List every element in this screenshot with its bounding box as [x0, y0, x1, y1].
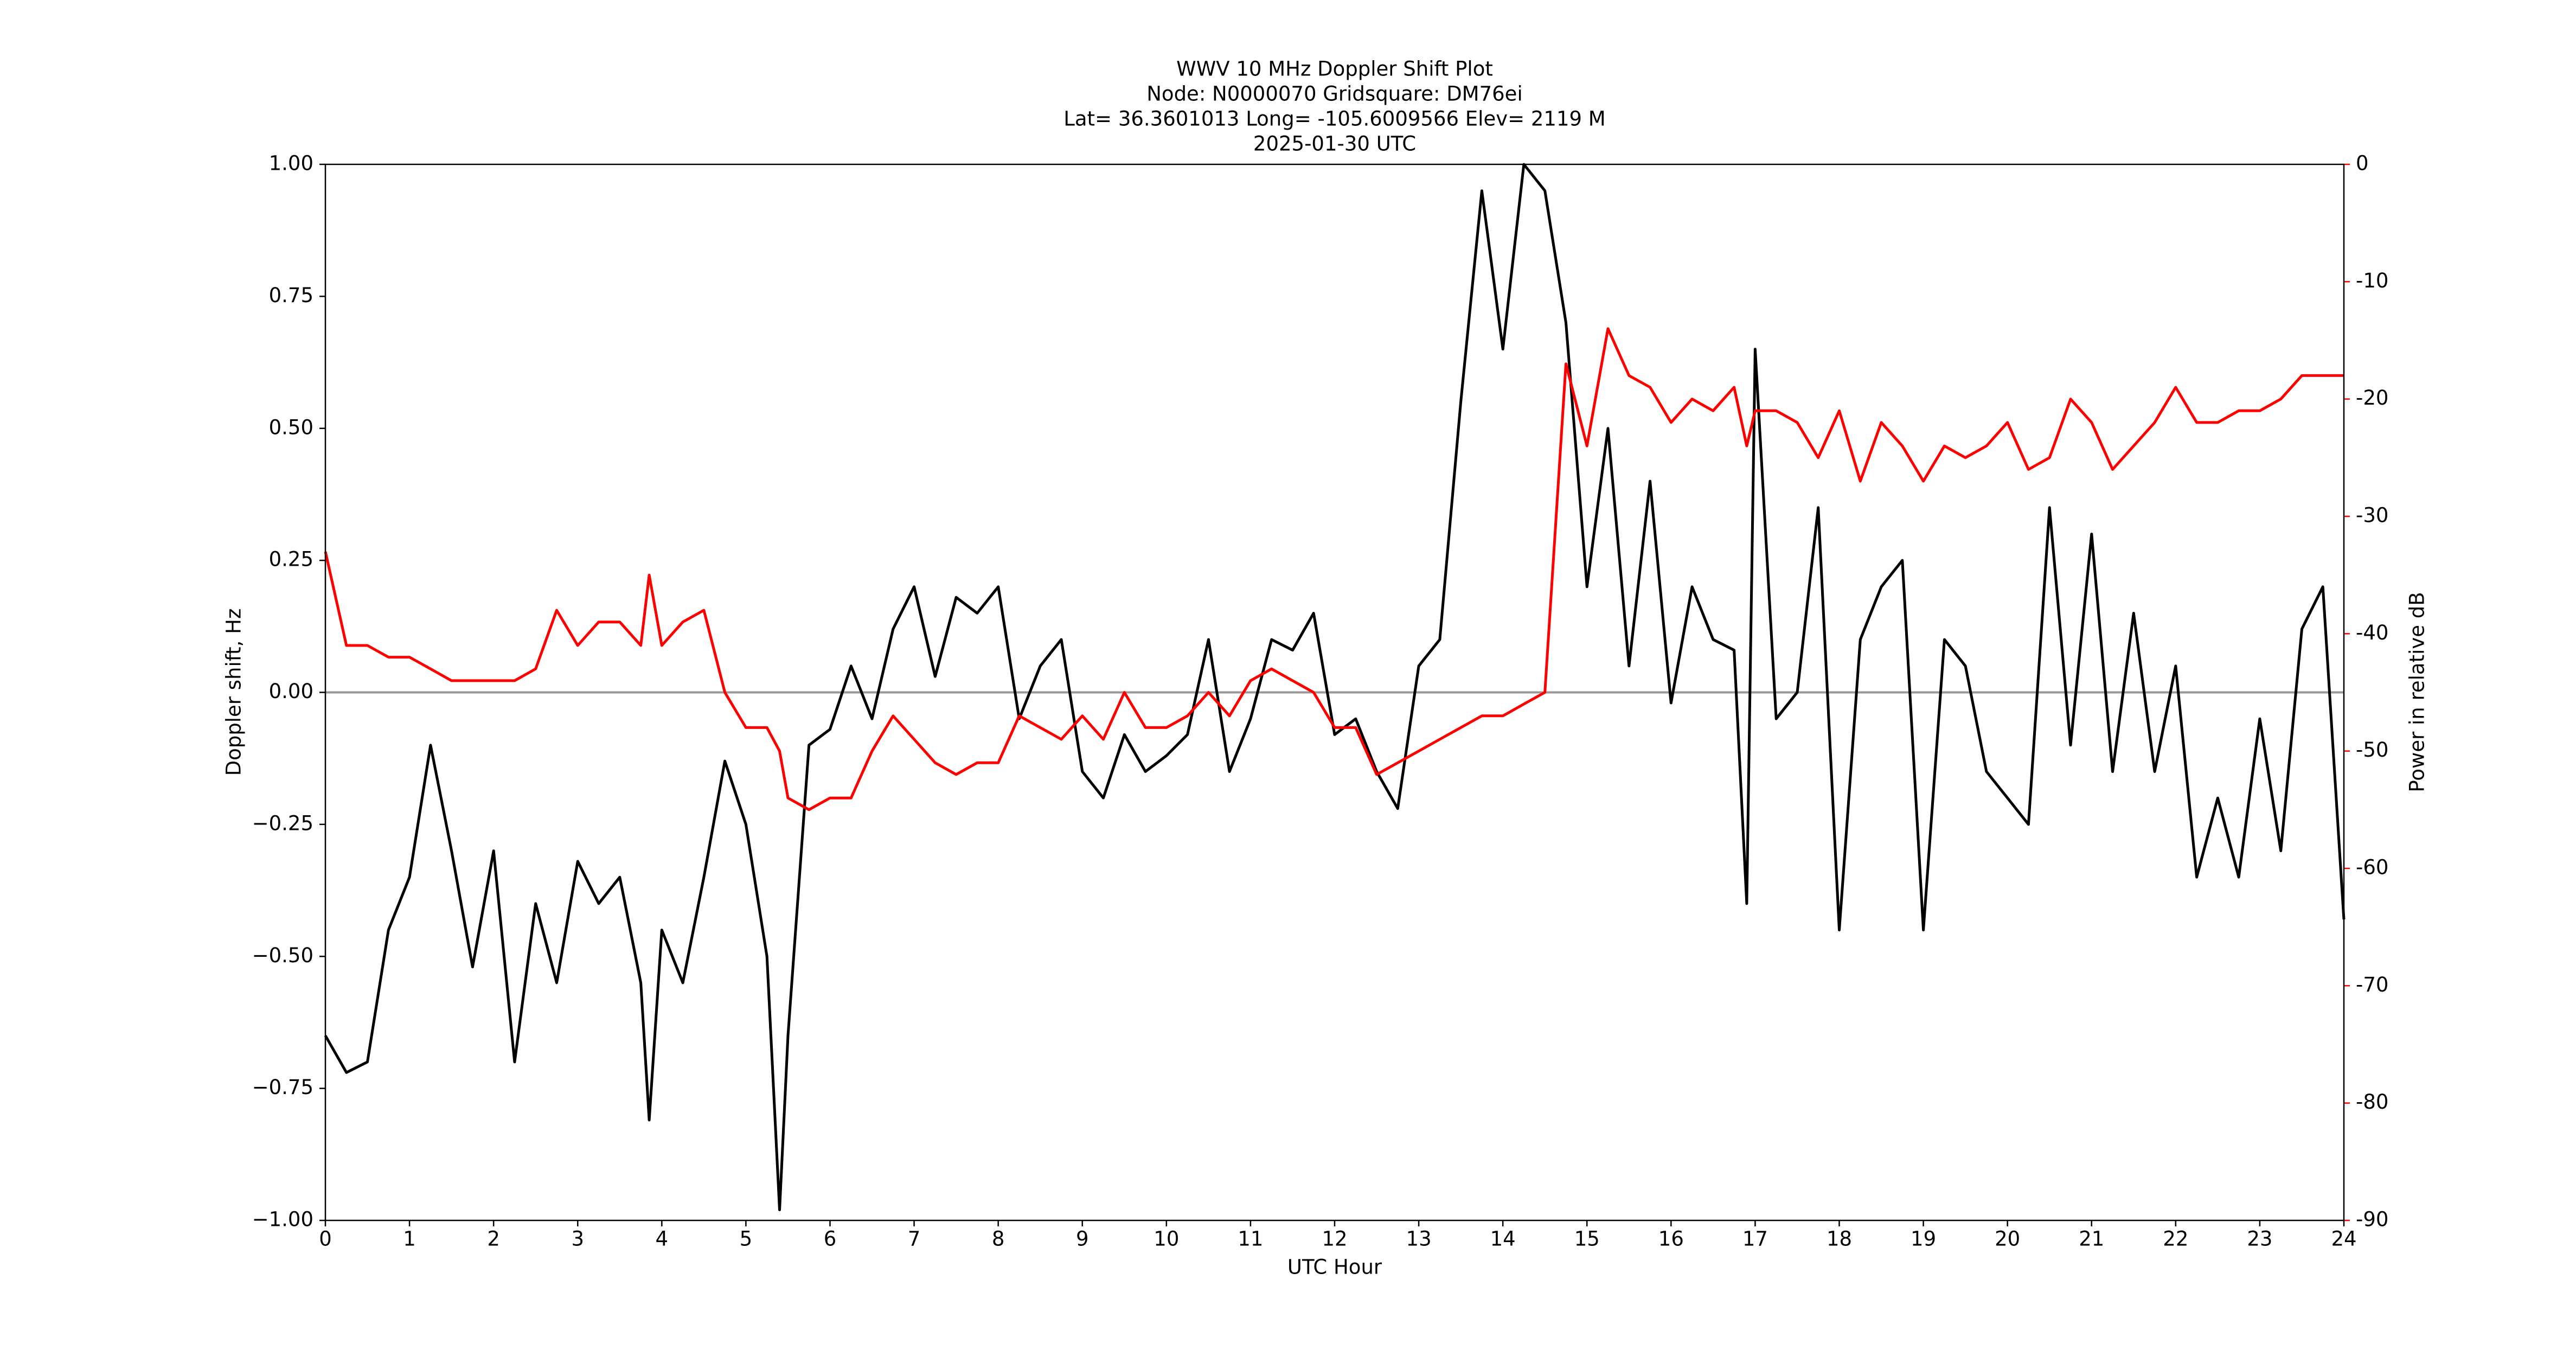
x-tick-label: 12 [1322, 1227, 1347, 1251]
x-tick-label: 5 [740, 1227, 753, 1251]
x-tick-label: 21 [2079, 1227, 2104, 1251]
y-tick-label: −1.00 [252, 1208, 313, 1231]
x-tick-label: 8 [992, 1227, 1005, 1251]
chart-title: WWV 10 MHz Doppler Shift Plot [1176, 57, 1493, 81]
x-tick-label: 16 [1658, 1227, 1684, 1251]
y2-tick-label: -50 [2356, 738, 2388, 762]
x-tick-label: 18 [1827, 1227, 1852, 1251]
y-tick-label: −0.75 [252, 1076, 313, 1099]
x-tick-label: 9 [1076, 1227, 1089, 1251]
y2-tick-label: -80 [2356, 1090, 2388, 1114]
chart-subtitle: 2025-01-30 UTC [1253, 132, 1416, 156]
y2-tick-label: -40 [2356, 621, 2388, 644]
x-tick-label: 15 [1574, 1227, 1600, 1251]
x-tick-label: 3 [571, 1227, 584, 1251]
y2-tick-label: -20 [2356, 386, 2388, 410]
x-tick-label: 1 [403, 1227, 416, 1251]
y2-tick-label: -60 [2356, 856, 2388, 879]
y2-tick-label: -10 [2356, 269, 2388, 292]
y-tick-label: 1.00 [269, 152, 313, 175]
x-tick-label: 4 [656, 1227, 669, 1251]
series-line [324, 163, 2346, 1211]
x-tick-label: 17 [1742, 1227, 1768, 1251]
x-tick-label: 7 [908, 1227, 921, 1251]
y-tick-label: 0.50 [269, 415, 313, 439]
x-tick-label: 23 [2247, 1227, 2272, 1251]
x-tick-label: 13 [1406, 1227, 1432, 1251]
y2-tick-label: -90 [2356, 1208, 2388, 1231]
x-tick-label: 11 [1238, 1227, 1263, 1251]
y-axis-label: Doppler shift, Hz [222, 609, 246, 776]
chart-subtitle: Node: N0000070 Gridsquare: DM76ei [1146, 82, 1522, 106]
y2-tick-label: 0 [2356, 152, 2369, 175]
x-tick-label: 0 [319, 1227, 332, 1251]
x-tick-label: 10 [1154, 1227, 1179, 1251]
y-tick-label: −0.50 [252, 944, 313, 967]
y-tick-label: 0.00 [269, 680, 313, 703]
x-tick-label: 2 [487, 1227, 500, 1251]
plot-frame [324, 163, 2345, 1221]
y2-tick-label: -30 [2356, 504, 2388, 527]
x-axis-label: UTC Hour [1287, 1256, 1382, 1279]
chart-subtitle: Lat= 36.3601013 Long= -105.6009566 Elev=… [1063, 107, 1605, 131]
series-line [324, 327, 2344, 811]
x-tick-label: 24 [2331, 1227, 2356, 1251]
x-tick-label: 22 [2163, 1227, 2188, 1251]
x-tick-label: 14 [1490, 1227, 1516, 1251]
y2-tick-label: -70 [2356, 973, 2388, 996]
x-tick-label: 19 [1911, 1227, 1936, 1251]
y2-axis-label: Power in relative dB [2406, 592, 2429, 792]
x-tick-label: 6 [824, 1227, 837, 1251]
y-tick-label: −0.25 [252, 811, 313, 835]
y-tick-label: 0.75 [269, 284, 313, 307]
y-tick-label: 0.25 [269, 548, 313, 571]
x-tick-label: 20 [1995, 1227, 2020, 1251]
